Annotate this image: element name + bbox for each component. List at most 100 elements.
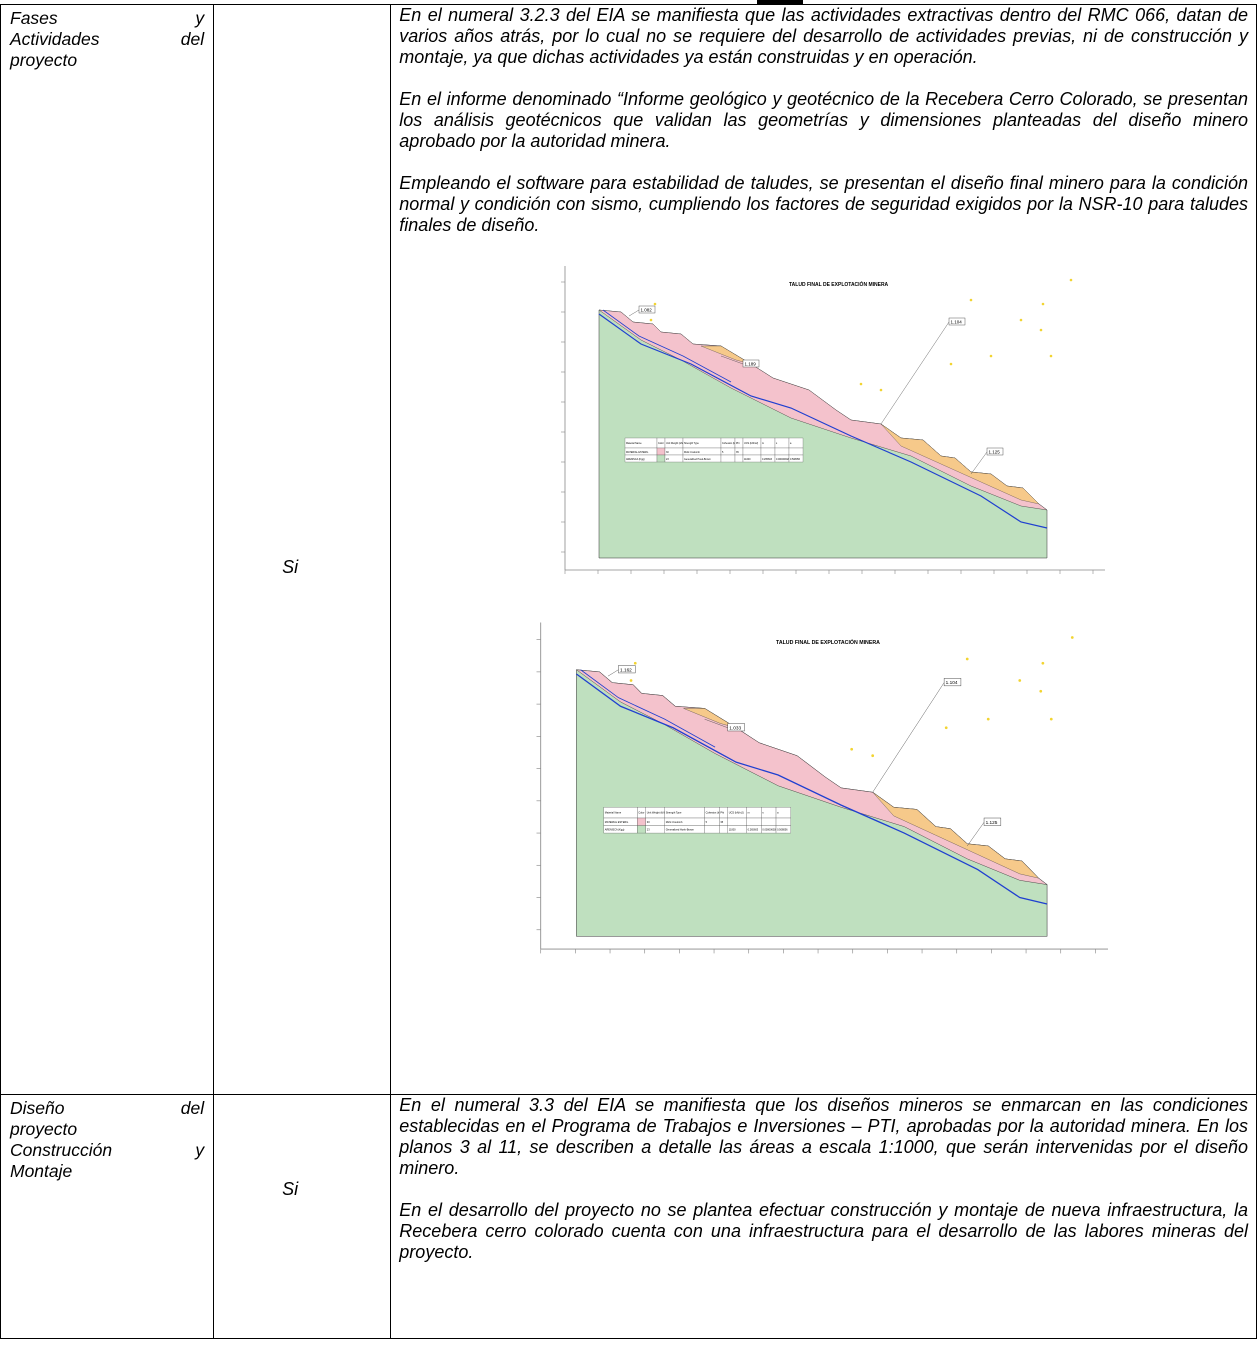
observation-paragraph: En el desarrollo del proyecto no se plan… [399,1200,1248,1262]
phase-label: Fases y Actividades del proyecto [1,5,213,71]
material-table-value: Generalized Hoek-Brown [684,458,711,461]
material-table-header: UCS (kN/m2) [729,811,744,815]
observation-paragraph: En el numeral 3.3 del EIA se manifiesta … [399,1095,1248,1178]
material-table-value: 0.000006026 [776,458,791,461]
material-table-value: Mohr-Coulomb [684,451,700,454]
material-table-cell [704,825,720,834]
material-table-header: m [748,812,750,815]
fs-leader-line [872,682,945,793]
phase-word: y [195,1140,205,1160]
observation-cell: En el numeral 3.3 del EIA se manifiesta … [390,1094,1257,1339]
slip-center-point [629,679,633,682]
top-header-mark [757,0,803,4]
observation-paragraph: En el informe denominado “Informe geológ… [399,89,1248,151]
material-table-cell [776,825,792,834]
material-table-value: 23 [666,458,669,461]
fs-label: 1.104 [946,680,958,686]
material-table-cell [637,817,647,826]
slip-center-point [1018,679,1022,682]
fs-label: 1.162 [620,667,632,673]
phase-word: y [195,8,205,28]
slip-center-point [945,726,948,730]
material-table-cell [721,454,736,463]
table-row: Diseño del proyecto Construcción y Montaje… [0,1094,1257,1339]
fs-label-box [984,817,1002,826]
material-table-header: a [790,442,792,445]
material-table-value: 0.508056 [790,458,801,461]
slip-surface [576,673,1048,905]
material-table-value: Generalized Hoek-Brown [666,828,695,832]
phase-word: Construcción [10,1140,113,1160]
slip-center-point [987,717,990,721]
material-table-value: 23 [647,828,650,832]
slip-center-point [1039,328,1043,332]
slope-figure-normal: TALUD FINAL DE EXPLOTACIÓN MINERA 1.082 1.… [551,260,1106,582]
slip-center-point [969,298,973,302]
material-table-value: 30 [666,451,669,454]
fs-label: 1.125 [986,820,998,826]
bench-area [872,792,1040,879]
evaluation-table: Fases y Actividades del proyecto Si En el … [0,4,1257,1339]
phase-word: Fases [10,8,58,28]
phase-word: Actividades [10,29,100,49]
material-table-value: 0.000006026 [763,828,778,832]
material-table-cell [746,817,762,826]
fs-leader-line [721,355,744,365]
material-table-cell [735,454,744,463]
material-table-value: 0.265603 [748,828,759,832]
slip-center-point [859,382,863,386]
phase-word: Montaje [10,1161,73,1181]
slip-center-point [879,388,883,392]
material-table-header: Material Name [605,811,622,815]
material-table-cell [776,817,792,826]
material-table-header: Strength Type [684,442,700,445]
slip-center-point [966,657,969,661]
material-table-header: Color [639,811,645,815]
material-table-cell [657,447,666,456]
material-table-value: 11000 [744,458,751,461]
material-table-header: Strength Type [666,811,682,815]
material-table-cell [719,825,729,834]
fs-label-box [949,317,966,326]
material-table-cell [761,447,776,456]
material-table-cell [657,454,666,463]
material-table-value: 35 [736,451,739,454]
slip-center-point [653,302,657,306]
material-table-header: s [763,812,765,815]
material-table-header: Color [658,442,664,445]
material-table-header: Phi [736,442,740,445]
slope-figure-seismic: TALUD FINAL DE EXPLOTACIÓN MINERA 1.162 1.… [526,616,1109,962]
material-table-header: Cohesion (kN/m2) [706,811,726,815]
material-table-cell [761,817,777,826]
material-table-cell [775,447,790,456]
material-table-value: 30 [647,820,650,824]
slip-center-point [1019,318,1023,322]
applies-cell: Si [213,1094,392,1339]
slip-center-point [1041,302,1045,306]
material-table-cell [743,447,762,456]
fs-label: 1.082 [641,308,653,313]
figure-title: TALUD FINAL DE EXPLOTACIÓN MINERA [789,280,889,288]
phase-word: Diseño [10,1098,65,1118]
slip-center-point [850,747,854,751]
slip-surface [603,309,732,383]
applies-cell: Si [213,4,392,1095]
material-table-header: UCS (kN/m2) [744,442,758,445]
material-table-header: s [776,442,778,445]
phase-word: proyecto [10,1119,78,1139]
material-table-header: a [777,812,779,815]
slip-center-point [649,318,653,322]
material-table-header: Phi [721,811,725,815]
fs-leader-line [971,451,988,475]
phase-word: del [180,1098,205,1118]
slip-center-point [871,754,875,758]
fs-label-box [944,678,962,687]
applies-value: Si [282,557,299,577]
material-table-cell [727,817,748,826]
fs-label-box [743,359,760,368]
phase-word: proyecto [10,50,78,70]
material-table-value: 5 [722,451,724,454]
phase-label: Diseño del proyecto Construcción y Montaje [1,1095,213,1182]
material-table-header: Unit Weight (kN/m3) [647,811,670,815]
slip-surface [580,669,716,748]
